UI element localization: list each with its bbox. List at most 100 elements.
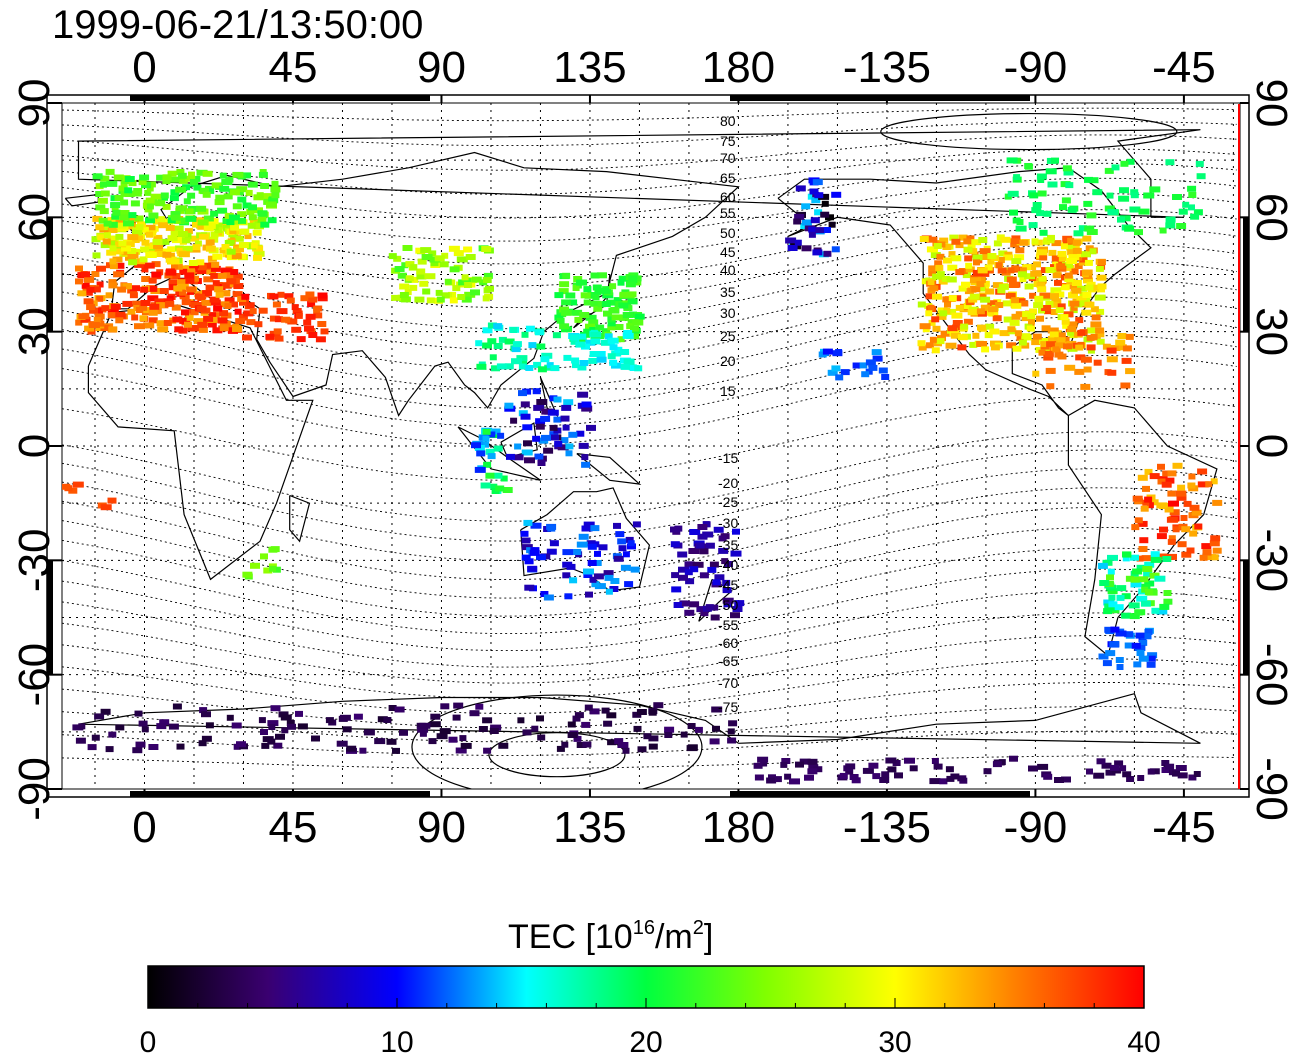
tec-point — [1063, 343, 1072, 350]
colorbar: TEC [1016/m2] 0 10 20 30 40 — [140, 917, 1161, 1057]
tec-point — [1081, 251, 1091, 258]
tec-point — [100, 175, 110, 182]
tec-point — [579, 360, 589, 366]
contour-label: 25 — [720, 328, 736, 344]
tec-point — [1028, 222, 1038, 229]
tec-point — [179, 205, 188, 212]
tec-point — [193, 184, 202, 191]
tec-point — [1172, 526, 1180, 533]
contour-label: 20 — [720, 353, 736, 369]
tec-point — [105, 292, 113, 299]
tec-point — [1095, 331, 1105, 338]
tec-point — [618, 275, 629, 282]
tec-point — [97, 234, 106, 241]
tec-point — [670, 541, 680, 548]
tec-point — [943, 257, 952, 264]
tec-point — [1210, 478, 1218, 485]
tec-point — [1202, 549, 1212, 556]
contour-label: 75 — [720, 133, 736, 149]
tec-point — [168, 279, 179, 286]
tec-point — [72, 481, 84, 488]
tec-point — [579, 312, 590, 318]
tec-point — [192, 244, 201, 251]
tec-point — [1130, 554, 1139, 561]
tec-point — [1097, 562, 1108, 569]
tec-point — [229, 189, 240, 196]
tec-point — [987, 300, 998, 307]
tec-point — [464, 291, 476, 298]
tec-point — [1047, 181, 1058, 188]
tec-point — [1137, 775, 1145, 781]
tec-point — [136, 307, 143, 313]
tec-point — [609, 344, 618, 351]
tec-point — [1039, 292, 1051, 299]
tec-point — [618, 545, 627, 552]
tec-point — [862, 767, 874, 774]
tec-point — [1050, 287, 1062, 294]
tec-point — [1117, 216, 1125, 223]
tec-point — [622, 332, 634, 339]
tec-point — [926, 236, 938, 243]
tec-point — [934, 260, 943, 267]
tec-point — [160, 192, 169, 199]
tec-point — [812, 179, 823, 186]
tec-point — [1163, 590, 1172, 596]
tec-point — [859, 362, 868, 369]
tec-point — [680, 731, 688, 738]
tec-point — [1064, 276, 1074, 283]
tec-point — [139, 304, 148, 311]
tec-point — [845, 763, 856, 770]
tec-point — [849, 774, 859, 780]
tec-point — [1133, 661, 1142, 668]
tec-point — [490, 483, 498, 490]
tec-point — [236, 186, 248, 193]
tec-point — [804, 774, 814, 781]
tec-point — [613, 297, 622, 304]
tec-point — [1075, 344, 1084, 351]
tec-point — [296, 336, 306, 343]
tec-point — [718, 547, 729, 554]
tec-point — [987, 253, 997, 259]
tec-point — [511, 346, 521, 353]
tec-point — [219, 247, 231, 254]
tec-point — [1163, 598, 1173, 605]
tec-point — [617, 336, 625, 343]
tec-point — [590, 331, 602, 338]
tec-point — [140, 246, 150, 253]
tec-point — [199, 707, 208, 714]
tec-point — [120, 190, 129, 197]
tec-point — [1097, 283, 1107, 290]
tec-point — [828, 221, 836, 228]
tec-point — [623, 358, 635, 365]
tec-point — [572, 285, 580, 291]
tec-point — [988, 306, 998, 313]
tec-point — [1172, 770, 1180, 777]
tec-point — [109, 263, 118, 270]
tec-point — [233, 246, 244, 253]
x-tick-label-bottom: 0 — [132, 803, 156, 852]
tec-point — [193, 318, 205, 325]
tec-point — [590, 525, 600, 532]
tec-point — [712, 579, 721, 586]
tec-point — [202, 191, 211, 198]
tec-point — [405, 275, 414, 282]
tec-point — [935, 264, 944, 271]
tec-point — [258, 171, 268, 178]
tec-point — [1109, 641, 1120, 648]
tec-point — [493, 472, 503, 479]
tec-point — [518, 410, 528, 417]
tec-point — [103, 220, 112, 227]
tec-point — [115, 317, 124, 324]
tec-point — [801, 203, 811, 210]
tec-point — [1176, 494, 1187, 501]
tec-point — [932, 293, 942, 300]
tec-point — [868, 364, 878, 371]
tec-point — [173, 225, 184, 232]
tec-point — [567, 732, 578, 738]
tec-point — [1115, 657, 1124, 663]
tec-point — [1135, 632, 1145, 639]
tec-point — [143, 322, 155, 329]
tec-point — [984, 264, 993, 271]
tec-point — [180, 265, 192, 272]
tec-point — [514, 443, 522, 450]
